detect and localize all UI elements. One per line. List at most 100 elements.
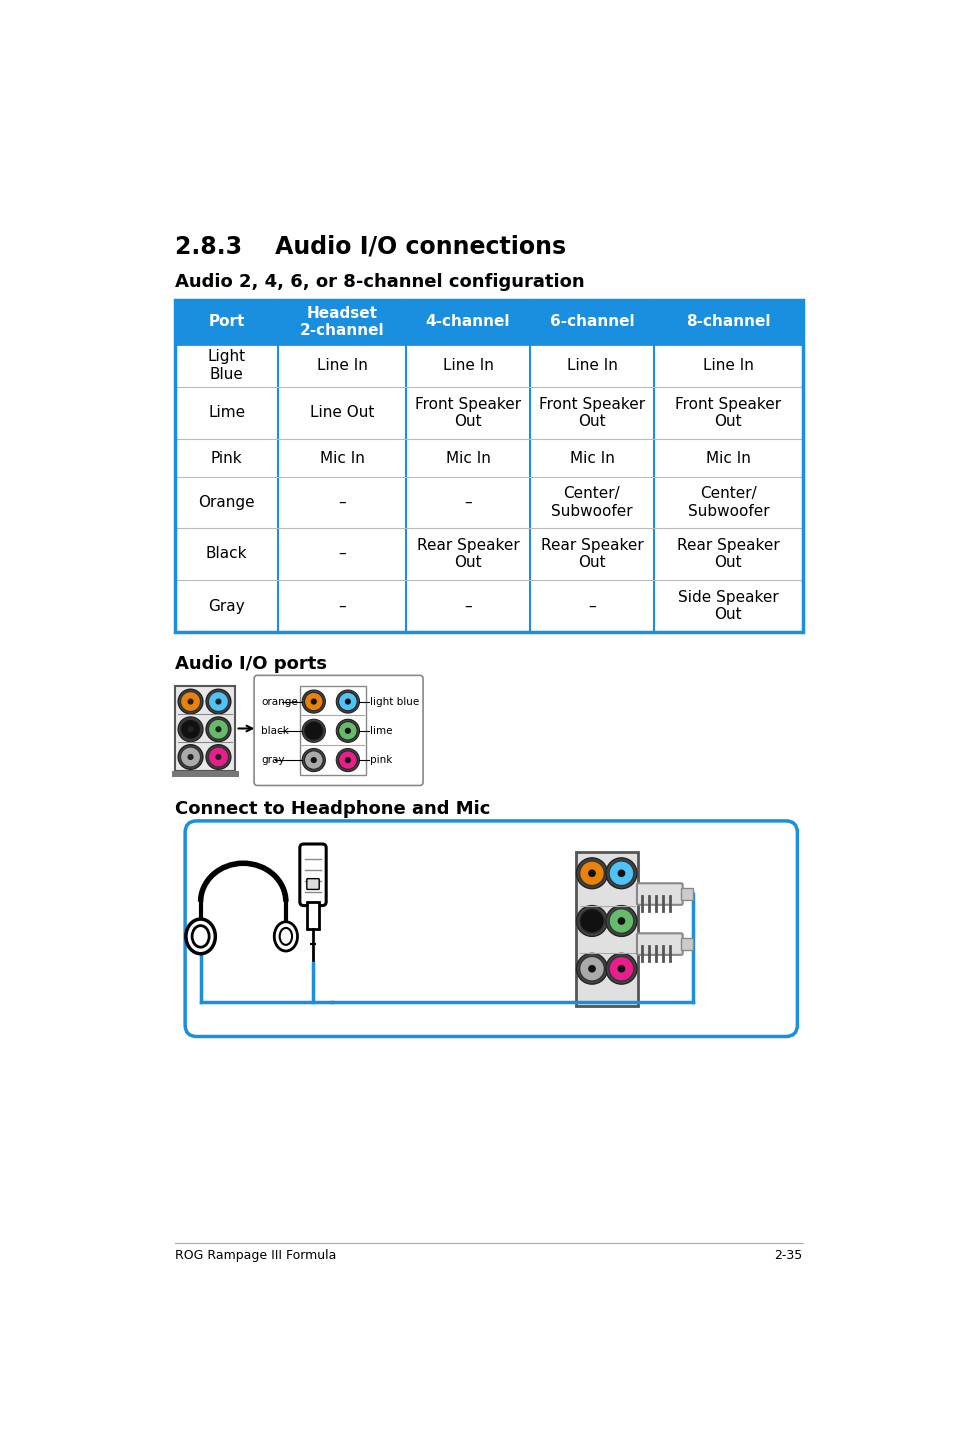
Bar <box>172 771 238 777</box>
Ellipse shape <box>274 922 297 951</box>
Circle shape <box>335 690 359 713</box>
Text: ROG Rampage III Formula: ROG Rampage III Formula <box>174 1250 336 1263</box>
Circle shape <box>187 754 193 761</box>
Circle shape <box>178 745 203 769</box>
Text: Line Out: Line Out <box>310 406 374 420</box>
Circle shape <box>178 689 203 713</box>
Circle shape <box>338 692 356 710</box>
Text: Audio 2, 4, 6, or 8-channel configuration: Audio 2, 4, 6, or 8-channel configuratio… <box>174 273 584 290</box>
Text: Orange: Orange <box>198 495 254 510</box>
Circle shape <box>311 728 316 733</box>
Circle shape <box>608 861 633 886</box>
Text: black: black <box>261 726 289 736</box>
Circle shape <box>215 754 221 761</box>
FancyBboxPatch shape <box>299 844 326 906</box>
Text: Front Speaker
Out: Front Speaker Out <box>538 397 644 429</box>
Text: –: – <box>338 495 346 510</box>
Text: pink: pink <box>369 755 392 765</box>
Text: Line In: Line In <box>566 358 617 372</box>
Circle shape <box>338 722 356 741</box>
Circle shape <box>617 870 624 877</box>
Text: Connect to Headphone and Mic: Connect to Headphone and Mic <box>174 800 490 818</box>
Circle shape <box>180 746 200 766</box>
Text: Front Speaker
Out: Front Speaker Out <box>675 397 781 429</box>
Circle shape <box>605 953 637 984</box>
Text: orange: orange <box>261 696 297 706</box>
Text: –: – <box>464 598 472 614</box>
Text: 6-channel: 6-channel <box>549 315 634 329</box>
Circle shape <box>180 719 200 739</box>
Circle shape <box>576 906 607 936</box>
Text: –: – <box>588 598 596 614</box>
Circle shape <box>608 956 633 981</box>
Text: Black: Black <box>206 546 247 561</box>
Circle shape <box>208 719 229 739</box>
Circle shape <box>180 692 200 712</box>
Circle shape <box>605 906 637 936</box>
Circle shape <box>304 692 323 710</box>
FancyBboxPatch shape <box>307 879 319 890</box>
Text: Rear Speaker
Out: Rear Speaker Out <box>677 538 779 569</box>
Circle shape <box>338 751 356 769</box>
Bar <box>576 851 638 1005</box>
Circle shape <box>617 917 624 925</box>
Bar <box>174 299 802 633</box>
Circle shape <box>579 909 604 933</box>
Text: Front Speaker
Out: Front Speaker Out <box>415 397 520 429</box>
Text: Line In: Line In <box>316 358 367 372</box>
Text: Mic In: Mic In <box>445 450 490 466</box>
Text: lime: lime <box>369 726 392 736</box>
FancyBboxPatch shape <box>637 883 682 905</box>
Circle shape <box>187 699 193 705</box>
Text: gray: gray <box>261 755 284 765</box>
Circle shape <box>206 745 231 769</box>
Text: Center/
Subwoofer: Center/ Subwoofer <box>687 486 768 519</box>
Text: Mic In: Mic In <box>569 450 614 466</box>
Ellipse shape <box>279 928 292 945</box>
Circle shape <box>587 870 596 877</box>
Text: Pink: Pink <box>211 450 242 466</box>
Circle shape <box>206 689 231 713</box>
Text: Rear Speaker
Out: Rear Speaker Out <box>540 538 642 569</box>
Circle shape <box>344 699 351 705</box>
Circle shape <box>302 749 325 772</box>
Circle shape <box>304 722 323 741</box>
Text: Mic In: Mic In <box>319 450 364 466</box>
Bar <box>680 938 692 951</box>
Text: Line In: Line In <box>702 358 753 372</box>
Ellipse shape <box>192 926 209 948</box>
Bar <box>299 686 365 775</box>
Circle shape <box>576 858 607 889</box>
Circle shape <box>208 746 229 766</box>
Text: –: – <box>338 546 346 561</box>
Text: Center/
Subwoofer: Center/ Subwoofer <box>551 486 632 519</box>
Text: Light
Blue: Light Blue <box>208 349 245 381</box>
Circle shape <box>302 690 325 713</box>
Text: 2.8.3    Audio I/O connections: 2.8.3 Audio I/O connections <box>174 234 565 259</box>
Circle shape <box>311 756 316 764</box>
Text: 8-channel: 8-channel <box>685 315 770 329</box>
Circle shape <box>344 728 351 733</box>
Circle shape <box>579 861 604 886</box>
Text: Audio I/O ports: Audio I/O ports <box>174 656 327 673</box>
Text: Gray: Gray <box>208 598 245 614</box>
Text: Headset
2-channel: Headset 2-channel <box>299 306 384 338</box>
Text: –: – <box>464 495 472 510</box>
Circle shape <box>335 719 359 742</box>
Circle shape <box>304 751 323 769</box>
Circle shape <box>187 726 193 732</box>
Circle shape <box>344 756 351 764</box>
Circle shape <box>335 749 359 772</box>
Circle shape <box>579 956 604 981</box>
Text: light blue: light blue <box>369 696 418 706</box>
Circle shape <box>215 726 221 732</box>
Text: 2-35: 2-35 <box>774 1250 802 1263</box>
Circle shape <box>587 917 596 925</box>
Circle shape <box>208 692 229 712</box>
FancyBboxPatch shape <box>637 933 682 955</box>
Circle shape <box>311 699 316 705</box>
Text: Rear Speaker
Out: Rear Speaker Out <box>416 538 518 569</box>
Circle shape <box>576 953 607 984</box>
Circle shape <box>178 718 203 742</box>
Circle shape <box>215 699 221 705</box>
